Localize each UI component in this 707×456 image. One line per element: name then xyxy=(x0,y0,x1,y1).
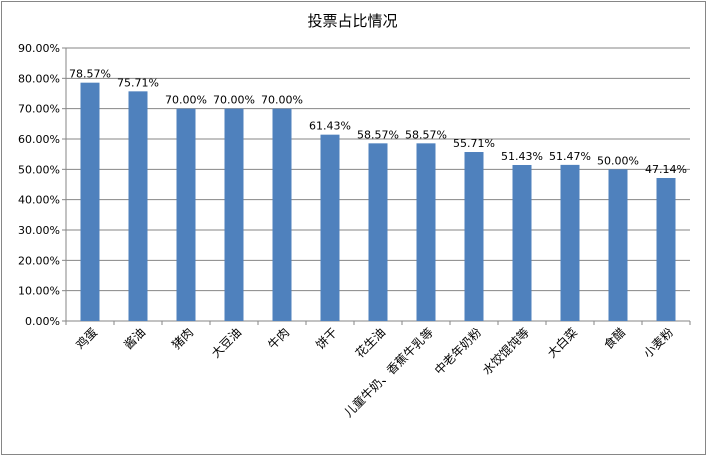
bar xyxy=(320,134,340,321)
category-label: 花生油 xyxy=(352,325,388,361)
y-tick-label: 30.00% xyxy=(18,224,60,237)
chart-title: 投票占比情况 xyxy=(307,12,398,30)
data-label: 58.57% xyxy=(357,128,399,141)
bar xyxy=(512,164,532,321)
bar xyxy=(464,152,484,321)
data-label: 50.00% xyxy=(597,154,639,167)
data-label: 47.14% xyxy=(645,163,687,176)
bar xyxy=(416,143,436,321)
data-label: 78.57% xyxy=(69,68,111,81)
bar xyxy=(272,108,292,322)
category-label: 食醋 xyxy=(601,325,629,353)
category-label: 牛肉 xyxy=(265,325,293,353)
category-label: 儿童牛奶、香蕉牛乳等 xyxy=(341,325,436,420)
bar xyxy=(656,178,676,321)
data-label: 61.43% xyxy=(309,120,351,133)
category-label: 饼干 xyxy=(313,325,340,352)
y-tick-label: 10.00% xyxy=(18,285,60,298)
bar xyxy=(176,108,196,322)
data-label: 58.57% xyxy=(405,128,447,141)
data-label: 70.00% xyxy=(261,94,303,107)
y-tick-label: 20.00% xyxy=(18,254,60,267)
category-label: 大豆油 xyxy=(209,325,244,360)
y-tick-label: 0.00% xyxy=(25,315,60,328)
y-tick-label: 80.00% xyxy=(18,72,60,85)
category-label: 小麦粉 xyxy=(641,325,676,360)
bar xyxy=(560,164,580,321)
y-tick-label: 60.00% xyxy=(18,133,60,146)
category-label: 中老年奶粉 xyxy=(431,325,484,378)
data-label: 55.71% xyxy=(453,137,495,150)
bar xyxy=(224,108,244,322)
y-tick-label: 70.00% xyxy=(18,103,60,116)
data-label: 75.71% xyxy=(117,76,159,89)
category-label: 猪肉 xyxy=(169,325,196,352)
category-label: 鸡蛋 xyxy=(73,325,101,353)
bar xyxy=(368,143,388,321)
category-label: 大白菜 xyxy=(544,325,580,361)
data-label: 51.47% xyxy=(549,150,591,163)
y-tick-label: 50.00% xyxy=(18,163,60,176)
bar xyxy=(608,169,628,321)
data-label: 70.00% xyxy=(213,94,255,107)
category-label: 酱油 xyxy=(121,325,149,353)
category-label: 水饺馄饨等 xyxy=(479,325,532,378)
bar xyxy=(80,82,100,322)
data-label: 70.00% xyxy=(165,94,207,107)
data-label: 51.43% xyxy=(501,150,543,163)
bar xyxy=(128,91,148,321)
y-tick-label: 40.00% xyxy=(18,194,60,207)
y-tick-label: 90.00% xyxy=(18,42,60,55)
